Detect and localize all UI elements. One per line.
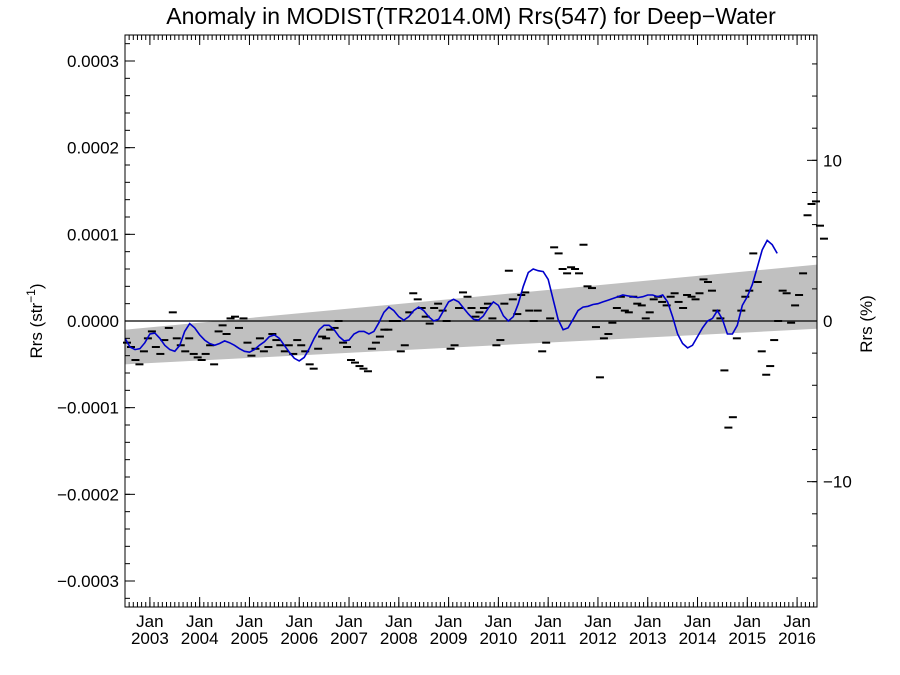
right-axis-title: Rrs (%)	[857, 295, 876, 353]
x-tick-year-label: 2013	[629, 629, 667, 648]
x-tick-month-label: Jan	[236, 612, 263, 631]
smooth-series-line	[124, 239, 778, 362]
x-tick-year-label: 2007	[330, 629, 368, 648]
left-tick-label: 0.0000	[67, 312, 119, 331]
x-tick-year-label: 2010	[479, 629, 517, 648]
x-tick-year-label: 2009	[430, 629, 468, 648]
left-tick-label: 0.0002	[67, 139, 119, 158]
right-tick-label: 10	[823, 151, 842, 170]
x-tick-year-label: 2008	[380, 629, 418, 648]
chart-title: Anomaly in MODIST(TR2014.0M) Rrs(547) fo…	[166, 3, 776, 29]
left-tick-label: 0.0003	[67, 52, 119, 71]
x-tick-year-label: 2012	[579, 629, 617, 648]
x-tick-year-label: 2005	[231, 629, 269, 648]
x-tick-year-label: 2014	[679, 629, 717, 648]
x-tick-month-label: Jan	[485, 612, 512, 631]
left-axis-title-sup: −1	[24, 289, 38, 303]
left-y-axis: 0.0003 0.0002 0.0001 0.0000 −0.0001 −0.0002 −0…	[57, 43, 135, 599]
x-tick-month-label: Jan	[435, 612, 462, 631]
right-y-axis: 10 0 −10	[807, 63, 852, 579]
right-tick-label: 0	[823, 312, 832, 331]
x-tick-month-label: Jan	[335, 612, 362, 631]
left-tick-label: −0.0003	[57, 572, 119, 591]
right-tick-label: −10	[823, 473, 852, 492]
left-tick-label: −0.0002	[57, 485, 119, 504]
left-tick-label: −0.0001	[57, 399, 119, 418]
x-tick-year-label: 2006	[280, 629, 318, 648]
x-tick-year-label: 2015	[728, 629, 766, 648]
x-tick-month-label: Jan	[584, 612, 611, 631]
x-tick-year-label: 2016	[778, 629, 816, 648]
confidence-band	[125, 264, 817, 365]
x-tick-month-label: Jan	[385, 612, 412, 631]
x-tick-month-label: Jan	[783, 612, 810, 631]
left-tick-label: 0.0001	[67, 225, 119, 244]
x-tick-month-label: Jan	[734, 612, 761, 631]
x-tick-year-label: 2003	[131, 629, 169, 648]
x-tick-year-label: 2011	[530, 629, 567, 648]
x-axis: Jan2003Jan2004Jan2005Jan2006Jan2007Jan20…	[124, 35, 816, 648]
x-tick-month-label: Jan	[634, 612, 661, 631]
left-axis-title-end: )	[27, 283, 46, 289]
smooth-line-layer	[124, 239, 778, 362]
confidence-band-layer	[125, 264, 817, 365]
left-axis-title: Rrs (str−1)	[24, 283, 46, 358]
x-tick-month-label: Jan	[136, 612, 163, 631]
x-tick-month-label: Jan	[186, 612, 213, 631]
x-tick-month-label: Jan	[684, 612, 711, 631]
left-axis-title-base: Rrs (str	[27, 302, 46, 358]
x-tick-month-label: Jan	[534, 612, 561, 631]
x-tick-month-label: Jan	[286, 612, 313, 631]
x-tick-year-label: 2004	[181, 629, 219, 648]
